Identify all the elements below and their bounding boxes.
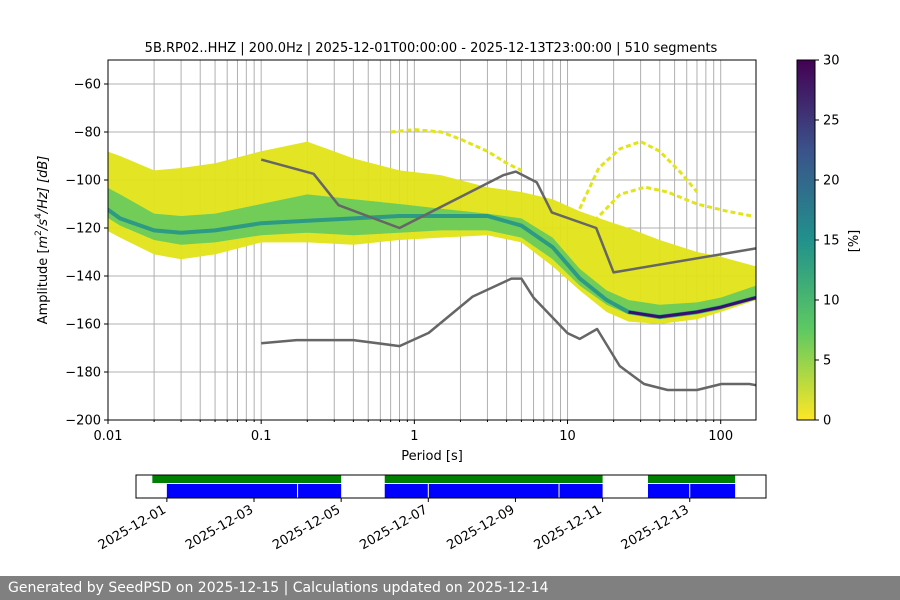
psd-span-bar (384, 484, 603, 498)
y-tick-label: −140 (65, 270, 101, 285)
y-tick-label: −80 (74, 126, 101, 141)
y-tick-label: −160 (65, 318, 101, 333)
x-axis-ticks: 0.01 0.1 1 10 100 (94, 420, 733, 444)
data-availability-strip: 2025-12-01 2025-12-03 2025-12-05 2025-12-07… (96, 474, 767, 553)
colorbar-tick-label: 15 (823, 234, 840, 249)
outlier-lobe (593, 185, 753, 222)
noise-model-lines (260, 158, 757, 392)
footer-text: Generated by SeedPSD on 2025-12-15 | Cal… (8, 580, 549, 596)
date-tick-label: 2025-12-01 (96, 502, 169, 553)
colorbar-tick-label: 5 (823, 354, 831, 369)
y-tick-label: −100 (65, 174, 101, 189)
colorbar-tick-label: 25 (823, 114, 840, 129)
psd-axes: 0.01 0.1 1 10 100 −60 −80 −100 −120 −140 −160 −180… (34, 59, 757, 464)
x-tick-label: 0.01 (94, 429, 123, 444)
y-tick-label: −180 (65, 366, 101, 381)
data-span-bar (647, 475, 736, 483)
data-span-bar (152, 475, 342, 483)
x-tick-label: 1 (410, 429, 418, 444)
psd-span-bar (647, 484, 736, 498)
colorbar-tick-label: 20 (823, 174, 840, 189)
date-tick-label: 2025-12-13 (619, 502, 692, 553)
density-band (108, 141, 756, 324)
colorbar-tick-label: 30 (823, 54, 840, 69)
density-heatmap-clipped (108, 128, 756, 324)
colorbar-gradient (796, 59, 816, 421)
series-nlnm (261, 277, 757, 392)
x-tick-label: 10 (559, 429, 576, 444)
date-axis-ticks: 2025-12-01 2025-12-03 2025-12-05 2025-12-07… (96, 498, 692, 553)
date-tick-label: 2025-12-03 (183, 502, 256, 553)
y-axis-label: Amplitude [m2/s4/Hz] [dB] (34, 156, 51, 325)
y-tick-label: −120 (65, 222, 101, 237)
colorbar-tick-label: 10 (823, 294, 840, 309)
colorbar-label: [%] (847, 230, 862, 253)
y-tick-label: −200 (65, 414, 101, 429)
density-peak (628, 296, 756, 319)
y-tick-label: −60 (74, 78, 101, 93)
data-span-bar (384, 475, 603, 483)
availability-bars (152, 475, 736, 498)
x-tick-label: 100 (708, 429, 733, 444)
plot-frame (107, 59, 757, 421)
y-axis-ticks: −60 −80 −100 −120 −140 −160 −180 −200 (65, 78, 108, 429)
x-axis-label: Period [s] (401, 449, 463, 464)
availability-frame (135, 474, 767, 499)
chart-title: 5B.RP02..HHZ | 200.0Hz | 2025-12-01T00:0… (145, 41, 718, 56)
colorbar-tick-label: 0 (823, 414, 831, 429)
date-tick-label: 2025-12-09 (445, 502, 518, 553)
footer-bar: Generated by SeedPSD on 2025-12-15 | Cal… (0, 576, 900, 600)
date-tick-label: 2025-12-07 (357, 502, 430, 553)
date-tick-label: 2025-12-11 (532, 502, 605, 553)
series-nhnm (260, 158, 757, 274)
outlier-arc (390, 128, 523, 172)
colorbar-ticks: 0 5 10 15 20 25 30 (815, 54, 840, 429)
density-heatmap (108, 128, 756, 324)
date-tick-label: 2025-12-05 (270, 502, 343, 553)
x-tick-label: 0.1 (251, 429, 272, 444)
outlier-lobe (578, 139, 699, 210)
psd-span-bar (166, 484, 342, 498)
colorbar: 0 5 10 15 20 25 30 [%] (796, 54, 862, 429)
